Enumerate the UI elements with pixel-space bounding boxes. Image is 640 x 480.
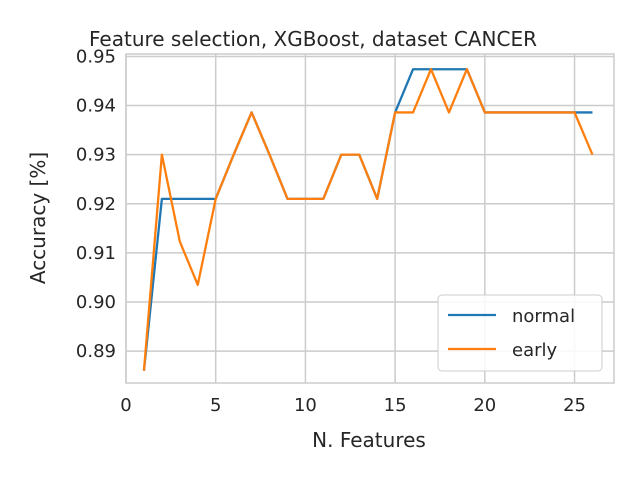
y-tick-label: 0.91 — [76, 243, 116, 264]
x-tick-label: 5 — [210, 395, 221, 416]
x-tick-label: 25 — [563, 395, 586, 416]
x-axis-label: N. Features — [312, 428, 426, 452]
x-tick-label: 15 — [384, 395, 407, 416]
y-tick-label: 0.94 — [76, 96, 116, 117]
series-layer — [142, 68, 594, 371]
plot-area-frame — [125, 53, 615, 384]
x-tick-label: 20 — [473, 395, 496, 416]
y-tick-label: 0.90 — [76, 292, 116, 313]
legend-label-normal: normal — [512, 306, 575, 327]
y-tick-label: 0.93 — [76, 145, 116, 166]
chart-title: Feature selection, XGBoost, dataset CANC… — [89, 27, 537, 51]
x-tick-label: 10 — [294, 395, 317, 416]
series-line-early — [142, 68, 594, 371]
x-tick-label: 0 — [120, 395, 131, 416]
y-tick-label: 0.95 — [76, 46, 116, 67]
y-tick-labels: 0.89 0.90 0.91 0.92 0.93 0.94 0.95 — [76, 46, 116, 362]
legend-label-early: early — [512, 340, 558, 361]
y-axis-label: Accuracy [%] — [26, 152, 50, 284]
x-tick-labels: 0 5 10 15 20 25 — [120, 395, 586, 416]
grid-lines — [125, 54, 614, 383]
y-tick-label: 0.89 — [76, 341, 116, 362]
y-tick-label: 0.92 — [76, 194, 116, 215]
legend: normal early — [437, 294, 603, 372]
